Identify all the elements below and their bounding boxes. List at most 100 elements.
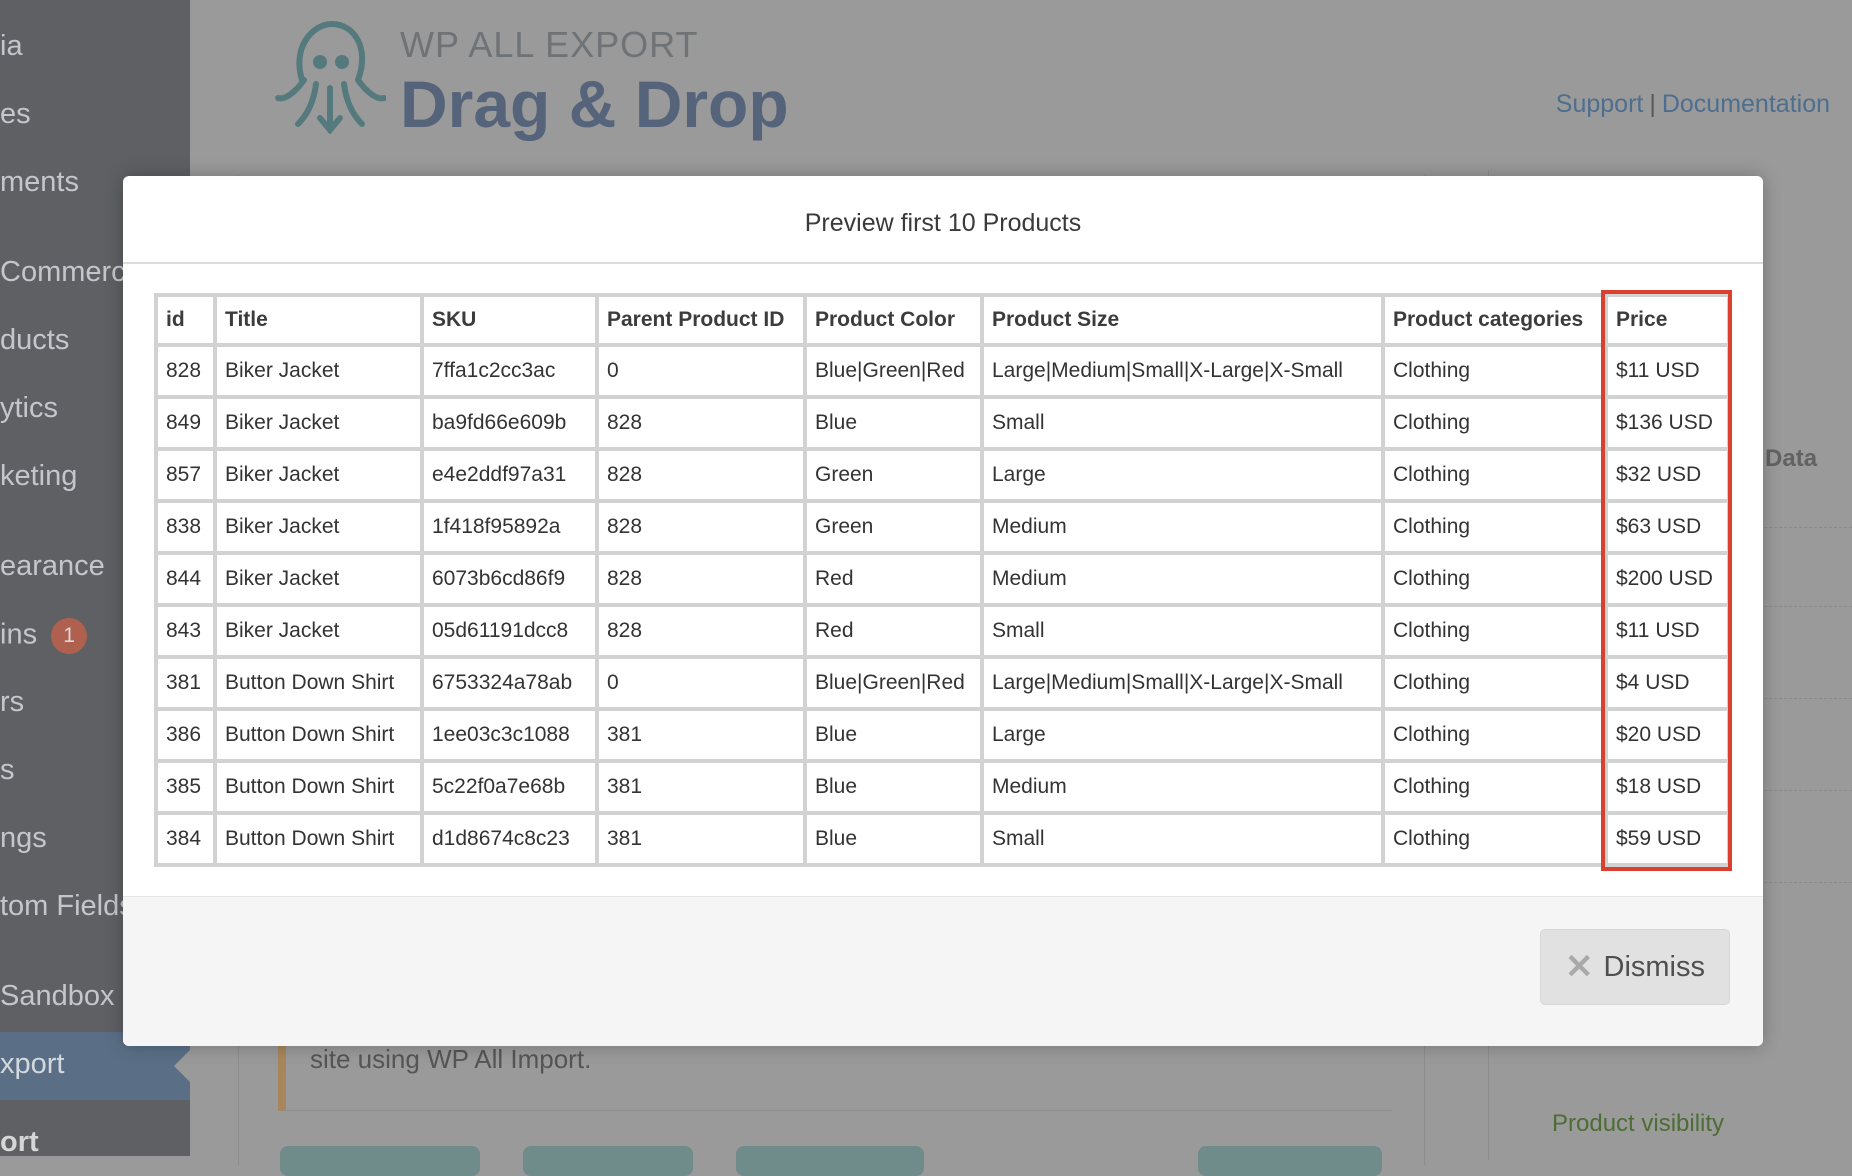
bg-button-2[interactable] [523, 1146, 693, 1176]
cell-price: $11 USD [1606, 345, 1729, 397]
cell-id: 838 [156, 501, 215, 553]
cell-size: Small [982, 813, 1383, 865]
sidebar-item-media[interactable]: ia [0, 30, 23, 62]
sidebar-item-all-export[interactable]: xport [0, 1048, 65, 1080]
bg-button-3[interactable] [736, 1146, 924, 1176]
table-row: 857 Biker Jacket e4e2ddf97a31 828 Green … [156, 449, 1729, 501]
sidebar-item-tools[interactable]: s [0, 754, 15, 786]
sidebar-item-custom-fields[interactable]: tom Fields [0, 890, 134, 922]
sidebar-item-sandbox[interactable]: Sandbox [0, 980, 115, 1012]
table-header-row: id Title SKU Parent Product ID Product C… [156, 295, 1729, 345]
table-row: 384 Button Down Shirt d1d8674c8c23 381 B… [156, 813, 1729, 865]
cell-parent-id: 0 [597, 345, 805, 397]
logo-wordmark-big: Drag & Drop [400, 67, 789, 141]
cell-sku: 7ffa1c2cc3ac [422, 345, 597, 397]
dismiss-button[interactable]: ✕ Dismiss [1540, 929, 1730, 1005]
sidebar-item-appearance[interactable]: earance [0, 550, 105, 582]
sidebar-item-woocommerce[interactable]: Commerce [0, 256, 142, 288]
bg-button-1[interactable] [280, 1146, 480, 1176]
table-row: 385 Button Down Shirt 5c22f0a7e68b 381 B… [156, 761, 1729, 813]
column-header-title: Title [215, 295, 422, 345]
cell-size: Large|Medium|Small|X-Large|X-Small [982, 345, 1383, 397]
sidebar-item-marketing[interactable]: keting [0, 460, 78, 492]
column-header-sku: SKU [422, 295, 597, 345]
table-row: 386 Button Down Shirt 1ee03c3c1088 381 B… [156, 709, 1729, 761]
preview-table: id Title SKU Parent Product ID Product C… [154, 293, 1731, 867]
link-separator: | [1649, 90, 1656, 118]
cell-title: Button Down Shirt [215, 709, 422, 761]
cell-color: Blue|Green|Red [805, 657, 982, 709]
documentation-link[interactable]: Documentation [1661, 90, 1830, 118]
cell-size: Small [982, 397, 1383, 449]
table-row: 843 Biker Jacket 05d61191dcc8 828 Red Sm… [156, 605, 1729, 657]
table-row: 849 Biker Jacket ba9fd66e609b 828 Blue S… [156, 397, 1729, 449]
cell-size: Medium [982, 761, 1383, 813]
cell-title: Biker Jacket [215, 553, 422, 605]
cell-color: Green [805, 449, 982, 501]
cell-price: $200 USD [1606, 553, 1729, 605]
dismiss-label: Dismiss [1603, 950, 1706, 983]
cell-sku: 6753324a78ab [422, 657, 597, 709]
cell-categories: Clothing [1383, 813, 1606, 865]
sidebar-item-all-import[interactable]: ort [0, 1126, 39, 1158]
cell-sku: d1d8674c8c23 [422, 813, 597, 865]
table-row: 844 Biker Jacket 6073b6cd86f9 828 Red Me… [156, 553, 1729, 605]
support-link[interactable]: Support [1555, 90, 1644, 118]
cell-sku: e4e2ddf97a31 [422, 449, 597, 501]
cell-price: $20 USD [1606, 709, 1729, 761]
cell-categories: Clothing [1383, 709, 1606, 761]
cell-sku: 1f418f95892a [422, 501, 597, 553]
cell-id: 828 [156, 345, 215, 397]
cell-price: $18 USD [1606, 761, 1729, 813]
cell-title: Biker Jacket [215, 345, 422, 397]
bg-button-4[interactable] [1198, 1146, 1382, 1176]
table-row: 838 Biker Jacket 1f418f95892a 828 Green … [156, 501, 1729, 553]
logo-wordmark-small: WP ALL EXPORT [400, 24, 699, 65]
cell-color: Blue [805, 397, 982, 449]
cell-color: Blue [805, 761, 982, 813]
plugins-update-badge: 1 [51, 618, 88, 654]
sidebar-item-users[interactable]: rs [0, 686, 25, 718]
column-header-product-categories: Product categories [1383, 295, 1606, 345]
column-header-product-color: Product Color [805, 295, 982, 345]
cell-categories: Clothing [1383, 501, 1606, 553]
cell-price: $4 USD [1606, 657, 1729, 709]
cell-size: Medium [982, 501, 1383, 553]
cell-categories: Clothing [1383, 345, 1606, 397]
cell-categories: Clothing [1383, 657, 1606, 709]
cell-color: Blue [805, 709, 982, 761]
column-header-price: Price [1606, 295, 1729, 345]
cell-title: Button Down Shirt [215, 761, 422, 813]
cell-size: Large [982, 449, 1383, 501]
table-row: 381 Button Down Shirt 6753324a78ab 0 Blu… [156, 657, 1729, 709]
notice-box [278, 1020, 1392, 1111]
cell-sku: 6073b6cd86f9 [422, 553, 597, 605]
cell-parent-id: 828 [597, 605, 805, 657]
preview-modal: Preview first 10 Products id Title SKU P… [123, 176, 1763, 1046]
sidebar-item-settings[interactable]: ngs [0, 822, 47, 854]
sidebar-item-analytics[interactable]: ytics [0, 392, 58, 424]
octopus-icon [275, 20, 386, 134]
cell-id: 386 [156, 709, 215, 761]
sidebar-item-label: ins [0, 618, 38, 651]
sidebar-item-products[interactable]: ducts [0, 324, 70, 356]
cell-id: 857 [156, 449, 215, 501]
cell-title: Button Down Shirt [215, 657, 422, 709]
sidebar-item-plugins[interactable]: ins 1 [0, 618, 88, 654]
cell-title: Biker Jacket [215, 605, 422, 657]
cell-parent-id: 381 [597, 761, 805, 813]
cell-size: Small [982, 605, 1383, 657]
cell-color: Green [805, 501, 982, 553]
cell-parent-id: 828 [597, 397, 805, 449]
cell-size: Large|Medium|Small|X-Large|X-Small [982, 657, 1383, 709]
cell-price: $63 USD [1606, 501, 1729, 553]
cell-sku: 05d61191dcc8 [422, 605, 597, 657]
cell-sku: ba9fd66e609b [422, 397, 597, 449]
cell-id: 381 [156, 657, 215, 709]
sidebar-item-pages[interactable]: es [0, 98, 31, 130]
cell-price: $59 USD [1606, 813, 1729, 865]
product-visibility-label: Product visibility [1552, 1110, 1725, 1137]
sidebar-item-comments[interactable]: ments [0, 166, 79, 198]
cell-categories: Clothing [1383, 605, 1606, 657]
cell-title: Biker Jacket [215, 501, 422, 553]
